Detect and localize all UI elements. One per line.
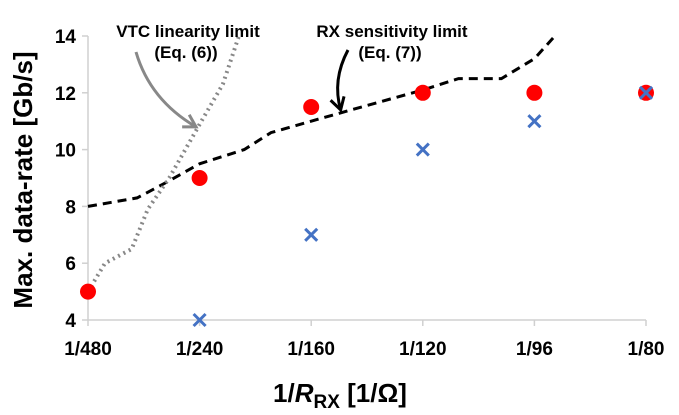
x-tick-label: 1/96	[516, 339, 553, 360]
y-tick-label: 12	[55, 84, 76, 105]
x-axis-title: 1/RRX [1/Ω]	[273, 378, 407, 413]
x-tick-label: 1/80	[628, 339, 665, 360]
cross-stroke	[415, 142, 430, 157]
measured-point	[80, 283, 96, 300]
cross-stroke	[638, 85, 654, 100]
y-tick-label: 6	[65, 254, 76, 275]
x-tick-label: 1/480	[64, 339, 112, 360]
rx-sensitivity-limit-line	[87, 34, 557, 208]
annotation-arrow	[134, 51, 197, 129]
annotations: VTC linearity limit (Eq. (6)) RX sensitivi…	[116, 22, 468, 129]
annotation-label: (Eq. (6))	[154, 43, 217, 62]
cross-point	[527, 114, 542, 129]
annotation-arrowhead	[329, 95, 346, 113]
measured-point	[303, 99, 320, 115]
measured-point	[414, 84, 431, 101]
annotation-arrow	[336, 49, 350, 111]
y-tick-label: 4	[65, 311, 76, 332]
axes: 4 6 8 10 12 14 1/480 1/240 1/160 1/120 1/96 1/80	[55, 27, 665, 360]
measured-point	[191, 170, 208, 186]
x-tick-label: 1/120	[399, 339, 447, 360]
y-tick-label: 8	[65, 197, 76, 218]
cross-stroke	[192, 312, 207, 328]
cross-stroke	[527, 114, 542, 129]
cross-point	[304, 227, 319, 242]
series-layer	[80, 34, 654, 328]
cross-point	[415, 142, 430, 157]
annotation-label: RX sensitivity limit	[316, 22, 467, 41]
y-axis-title: Max. data-rate [Gb/s]	[8, 51, 38, 308]
cross-point	[638, 85, 654, 100]
annotation-label: VTC linearity limit	[116, 22, 260, 41]
annotation-arrowhead	[182, 114, 199, 129]
y-tick-label: 14	[55, 27, 77, 48]
x-tick-label: 1/240	[176, 339, 224, 360]
measured-point	[526, 84, 543, 101]
x-tick-label: 1/160	[287, 339, 335, 360]
cross-point	[192, 312, 207, 328]
vtc-linearity-limit-line	[86, 35, 241, 293]
y-tick-label: 10	[55, 141, 76, 162]
cross-stroke	[304, 227, 319, 242]
annotation-label: (Eq. (7))	[358, 43, 421, 62]
